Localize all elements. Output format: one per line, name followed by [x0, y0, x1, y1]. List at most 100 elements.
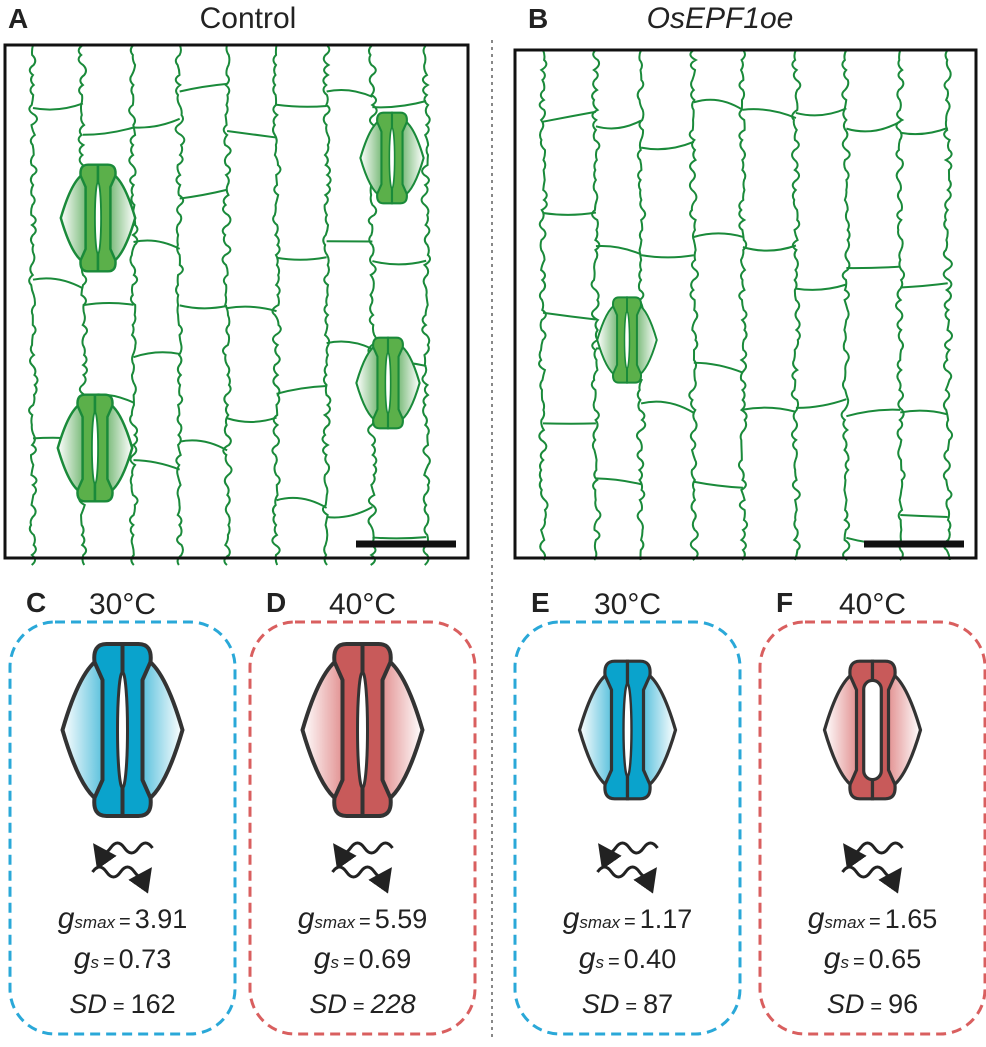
stoma [822, 659, 923, 801]
panel-letter: F [776, 587, 793, 618]
sd-value: 96 [888, 989, 918, 1019]
stoma [56, 393, 134, 503]
cell-wall [276, 103, 327, 108]
dashed-frame [513, 620, 742, 1036]
cell-wall [372, 100, 427, 109]
value-line: SD = 87 [582, 989, 673, 1019]
cell-wall [221, 44, 233, 566]
stoma [59, 163, 137, 273]
cell-wall [179, 439, 228, 452]
cell-wall [226, 416, 277, 423]
pore [862, 678, 883, 782]
value-line: SD = 162 [69, 989, 175, 1019]
value-line: gs = 0.40 [579, 942, 676, 975]
gs-value: 0.69 [359, 944, 412, 974]
sd-value: 87 [643, 989, 673, 1019]
cell-wall [271, 44, 282, 566]
value-line: gs = 0.73 [74, 942, 171, 975]
cell-wall [595, 119, 642, 130]
cell-wall [693, 98, 744, 111]
equals: = [624, 911, 636, 933]
pore [90, 411, 100, 485]
gsmax-value: 3.91 [135, 904, 188, 934]
arrow-in [91, 865, 152, 894]
cell-wall [32, 102, 84, 111]
guard-cell [626, 296, 643, 384]
cell-wall [542, 311, 597, 321]
cell-wall [133, 459, 181, 471]
cell-wall [595, 244, 642, 256]
panel-letter: B [528, 3, 548, 34]
guard-cell [376, 111, 394, 205]
cell-wall [372, 259, 427, 266]
cell-wall [942, 49, 954, 561]
equals: = [113, 996, 125, 1018]
cell-wall [742, 108, 797, 119]
symbol-sd: SD [69, 989, 107, 1019]
cell-wall [688, 49, 699, 561]
cell-wall [82, 126, 134, 136]
cell-wall [420, 44, 432, 566]
temperature: 40°C [839, 588, 906, 621]
pore [116, 670, 129, 790]
arrow-out [598, 841, 659, 870]
cell-wall [372, 536, 427, 540]
equals: = [625, 996, 637, 1018]
cell-wall [790, 49, 802, 561]
cell-wall [179, 82, 228, 93]
temperature: 30°C [594, 588, 661, 621]
subscript: s [840, 953, 849, 972]
subscript: smax [74, 913, 115, 932]
symbol-g: g [579, 942, 596, 975]
equals: = [119, 911, 131, 933]
cell-wall [640, 400, 695, 414]
dashed-frame [8, 620, 237, 1036]
temperature: 30°C [89, 588, 156, 621]
pore [622, 682, 633, 778]
arrow-out [843, 841, 904, 870]
equals: = [853, 951, 865, 973]
guard-cell [372, 336, 390, 430]
gs-value: 0.73 [119, 944, 172, 974]
value-line: SD = 228 [309, 989, 415, 1019]
guard-cell [360, 642, 393, 818]
value-line: gs = 0.69 [314, 942, 411, 975]
cell-wall [276, 384, 327, 395]
pore [388, 126, 396, 190]
guard-cell [386, 336, 404, 430]
cell-wall [179, 188, 228, 200]
panel-title: OsEPF1oe [647, 2, 794, 35]
subscript: s [330, 953, 339, 972]
symbol-g: g [563, 902, 580, 935]
gs-value: 0.65 [869, 944, 922, 974]
symbol-sd: SD [309, 989, 347, 1019]
pore [93, 181, 103, 255]
symbol-g: g [314, 942, 331, 975]
guard-cell [96, 163, 117, 273]
cell-wall [590, 49, 602, 561]
cell-wall [840, 49, 851, 561]
cell-wall [895, 49, 906, 561]
cell-wall [542, 211, 597, 216]
equals: = [103, 951, 115, 973]
subscript: smax [824, 913, 865, 932]
panel-frame [3, 43, 470, 560]
cell-wall [82, 302, 134, 307]
cell-wall [133, 117, 181, 129]
subscript: smax [579, 913, 620, 932]
guard-cell [332, 642, 365, 818]
stoma [355, 336, 421, 430]
cell-wall [795, 283, 847, 291]
cell-wall [640, 140, 695, 151]
gsmax-value: 5.59 [375, 904, 428, 934]
gs-value: 0.40 [624, 944, 677, 974]
symbol-sd: SD [827, 989, 865, 1019]
dashed-frame [758, 620, 986, 1036]
cell-wall [846, 120, 901, 133]
subscript: s [595, 953, 604, 972]
stoma [359, 111, 425, 205]
cell-wall [795, 107, 847, 117]
value-line: gsmax = 1.65 [808, 902, 938, 935]
